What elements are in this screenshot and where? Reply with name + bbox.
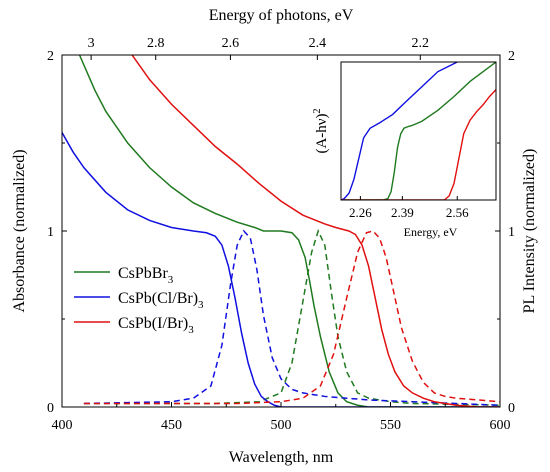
inset-background xyxy=(341,62,496,200)
x-tick-label-4: 600 xyxy=(490,418,511,433)
inset-x-tick-label-0: 2.26 xyxy=(349,205,372,220)
pl-line-2 xyxy=(83,230,500,405)
inset-x-tick-label-2: 2.56 xyxy=(446,205,469,220)
inset-frame xyxy=(340,61,497,201)
absorbance-line-1 xyxy=(62,132,500,407)
x-tick-label-0: 400 xyxy=(52,418,73,433)
x-axis-title: Wavelength, nm xyxy=(229,449,334,466)
inset-x-tick-label-1: 2.39 xyxy=(391,205,414,220)
pl-line-1 xyxy=(83,229,500,406)
top-tick-label-2: 2.6 xyxy=(222,36,240,51)
y-axis-title-left: Absorbance (normalized) xyxy=(11,149,28,312)
top-tick-label-1: 2.8 xyxy=(147,36,165,51)
inset-line-2 xyxy=(341,89,496,200)
y-tick-label-0: 0 xyxy=(47,401,54,416)
inset-y-title-sup: 2 xyxy=(312,108,323,113)
y-axis-title-right: PL Intensity (normalized) xyxy=(521,149,538,314)
absorbance-line-2 xyxy=(131,55,500,407)
absorbance-line-0 xyxy=(78,55,500,407)
pl-line-0 xyxy=(83,228,500,406)
inset-x-axis-title: Energy, eV xyxy=(404,225,458,239)
y-tick-label-2: 2 xyxy=(47,49,54,64)
top-tick-label-4: 2.2 xyxy=(412,36,430,51)
x-tick-label-2: 500 xyxy=(271,418,292,433)
top-tick-label-0: 3 xyxy=(88,36,95,51)
inset-y-title-main: (A-hν) xyxy=(314,113,330,153)
legend-label-main: CsPb(Cl/Br) xyxy=(118,290,198,307)
legend-label-2: CsPb(I/Br)3 xyxy=(118,315,194,336)
legend-label-sub: 3 xyxy=(188,324,194,336)
inset-y-axis-title: (A-hν)2 xyxy=(312,108,330,153)
x-tick-label-1: 450 xyxy=(161,418,182,433)
legend-label-main: CsPbBr xyxy=(118,265,168,282)
legend-label-sub: 3 xyxy=(168,274,174,286)
inset-line-1 xyxy=(341,62,458,200)
legend-label-main: CsPb(I/Br) xyxy=(118,315,188,332)
inset-plot: 2.26 2.39 2.56 Energy, eV (A-hν)2 xyxy=(312,61,497,239)
legend-label-0: CsPbBr3 xyxy=(118,265,174,286)
legend-label-1: CsPb(Cl/Br)3 xyxy=(118,290,204,311)
legend-label-sub: 3 xyxy=(198,299,204,311)
top-axis-title: Energy of photons, eV xyxy=(209,7,354,24)
y-right-tick-label-0: 0 xyxy=(508,401,515,416)
main-plot: 400 450 500 550 600 3 2.8 2.6 2.4 2.2 0 1 2 0 1 2 Wavele… xyxy=(11,7,538,466)
y-right-tick-label-1: 1 xyxy=(508,225,515,240)
x-tick-label-3: 550 xyxy=(380,418,401,433)
y-right-tick-label-2: 2 xyxy=(508,49,515,64)
top-tick-label-3: 2.4 xyxy=(309,36,327,51)
y-tick-label-1: 1 xyxy=(47,225,54,240)
